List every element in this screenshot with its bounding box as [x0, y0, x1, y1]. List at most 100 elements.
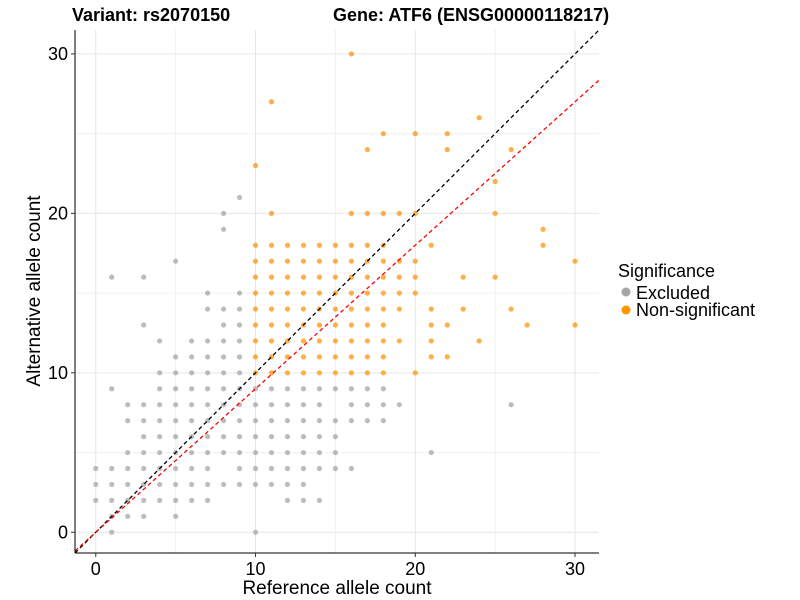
- point-excluded: [189, 418, 195, 424]
- point-excluded: [204, 465, 211, 472]
- point-excluded: [316, 418, 323, 424]
- point-non-significant: [332, 338, 339, 344]
- point-excluded: [236, 481, 243, 488]
- point-excluded: [189, 497, 195, 503]
- point-non-significant: [268, 338, 275, 344]
- point-excluded: [220, 322, 227, 328]
- point-excluded: [173, 465, 179, 472]
- point-excluded: [220, 226, 227, 232]
- point-excluded: [141, 497, 147, 503]
- point-non-significant: [428, 306, 434, 312]
- point-excluded: [236, 434, 243, 440]
- point-non-significant: [364, 242, 370, 248]
- y-axis-label: Alternative allele count: [24, 195, 45, 387]
- point-non-significant: [396, 290, 402, 296]
- point-excluded: [157, 418, 163, 424]
- point-non-significant: [380, 306, 386, 312]
- point-excluded: [204, 481, 211, 488]
- point-non-significant: [300, 274, 307, 280]
- point-excluded: [268, 465, 275, 472]
- data-points: [93, 51, 578, 535]
- point-non-significant: [380, 322, 386, 328]
- point-excluded: [300, 497, 307, 503]
- x-tick-label: 30: [565, 559, 585, 579]
- point-excluded: [332, 386, 339, 392]
- point-excluded: [252, 402, 259, 408]
- point-excluded: [204, 386, 211, 392]
- y-tick-label: 10: [48, 363, 68, 383]
- point-excluded: [109, 465, 115, 472]
- point-excluded: [189, 338, 195, 344]
- point-excluded: [173, 513, 179, 519]
- point-excluded: [204, 338, 211, 344]
- legend-excluded-label: Excluded: [636, 283, 710, 303]
- point-non-significant: [300, 290, 307, 296]
- point-non-significant: [268, 306, 275, 312]
- point-excluded: [508, 402, 514, 408]
- point-excluded: [236, 322, 243, 328]
- point-non-significant: [252, 274, 259, 280]
- point-excluded: [204, 370, 211, 376]
- point-non-significant: [364, 322, 370, 328]
- point-non-significant: [364, 274, 370, 280]
- point-excluded: [348, 465, 354, 472]
- point-non-significant: [460, 274, 466, 280]
- point-non-significant: [380, 210, 386, 216]
- point-excluded: [141, 322, 147, 328]
- legend-excluded-swatch: [621, 287, 631, 297]
- point-non-significant: [364, 146, 370, 153]
- point-excluded: [236, 465, 243, 472]
- point-non-significant: [332, 354, 339, 360]
- point-excluded: [332, 449, 339, 456]
- point-non-significant: [364, 338, 370, 344]
- point-non-significant: [380, 338, 386, 344]
- point-excluded: [220, 370, 227, 376]
- point-non-significant: [300, 338, 307, 344]
- point-excluded: [300, 481, 307, 488]
- point-non-significant: [412, 274, 418, 280]
- point-non-significant: [300, 370, 307, 376]
- point-excluded: [93, 481, 99, 488]
- axes: [74, 30, 599, 554]
- point-excluded: [173, 434, 179, 440]
- point-non-significant: [396, 274, 402, 280]
- point-non-significant: [332, 370, 339, 376]
- point-non-significant: [428, 354, 434, 360]
- point-non-significant: [252, 290, 259, 296]
- point-non-significant: [412, 258, 418, 264]
- point-excluded: [125, 465, 131, 472]
- point-excluded: [141, 434, 147, 440]
- point-excluded: [109, 386, 115, 392]
- point-non-significant: [332, 258, 339, 264]
- point-excluded: [284, 402, 291, 408]
- point-excluded: [220, 434, 227, 440]
- point-non-significant: [428, 242, 434, 248]
- point-non-significant: [300, 258, 307, 264]
- point-non-significant: [348, 370, 354, 376]
- point-non-significant: [428, 322, 434, 328]
- point-excluded: [332, 418, 339, 424]
- x-tick-label: 0: [91, 559, 101, 579]
- point-non-significant: [348, 354, 354, 360]
- point-non-significant: [348, 290, 354, 296]
- point-non-significant: [508, 306, 514, 312]
- point-excluded: [157, 370, 163, 376]
- point-non-significant: [300, 306, 307, 312]
- point-non-significant: [252, 258, 259, 264]
- point-non-significant: [252, 354, 259, 360]
- point-excluded: [236, 370, 243, 376]
- point-non-significant: [252, 322, 259, 328]
- point-non-significant: [284, 274, 291, 280]
- point-non-significant: [252, 242, 259, 248]
- point-excluded: [173, 370, 179, 376]
- point-non-significant: [572, 322, 578, 328]
- point-excluded: [380, 418, 386, 424]
- point-non-significant: [316, 274, 323, 280]
- point-excluded: [157, 402, 163, 408]
- point-non-significant: [316, 354, 323, 360]
- point-non-significant: [396, 338, 402, 344]
- point-excluded: [173, 258, 179, 264]
- point-excluded: [141, 418, 147, 424]
- point-non-significant: [332, 274, 339, 280]
- legend-non-significant-label: Non-significant: [636, 300, 755, 320]
